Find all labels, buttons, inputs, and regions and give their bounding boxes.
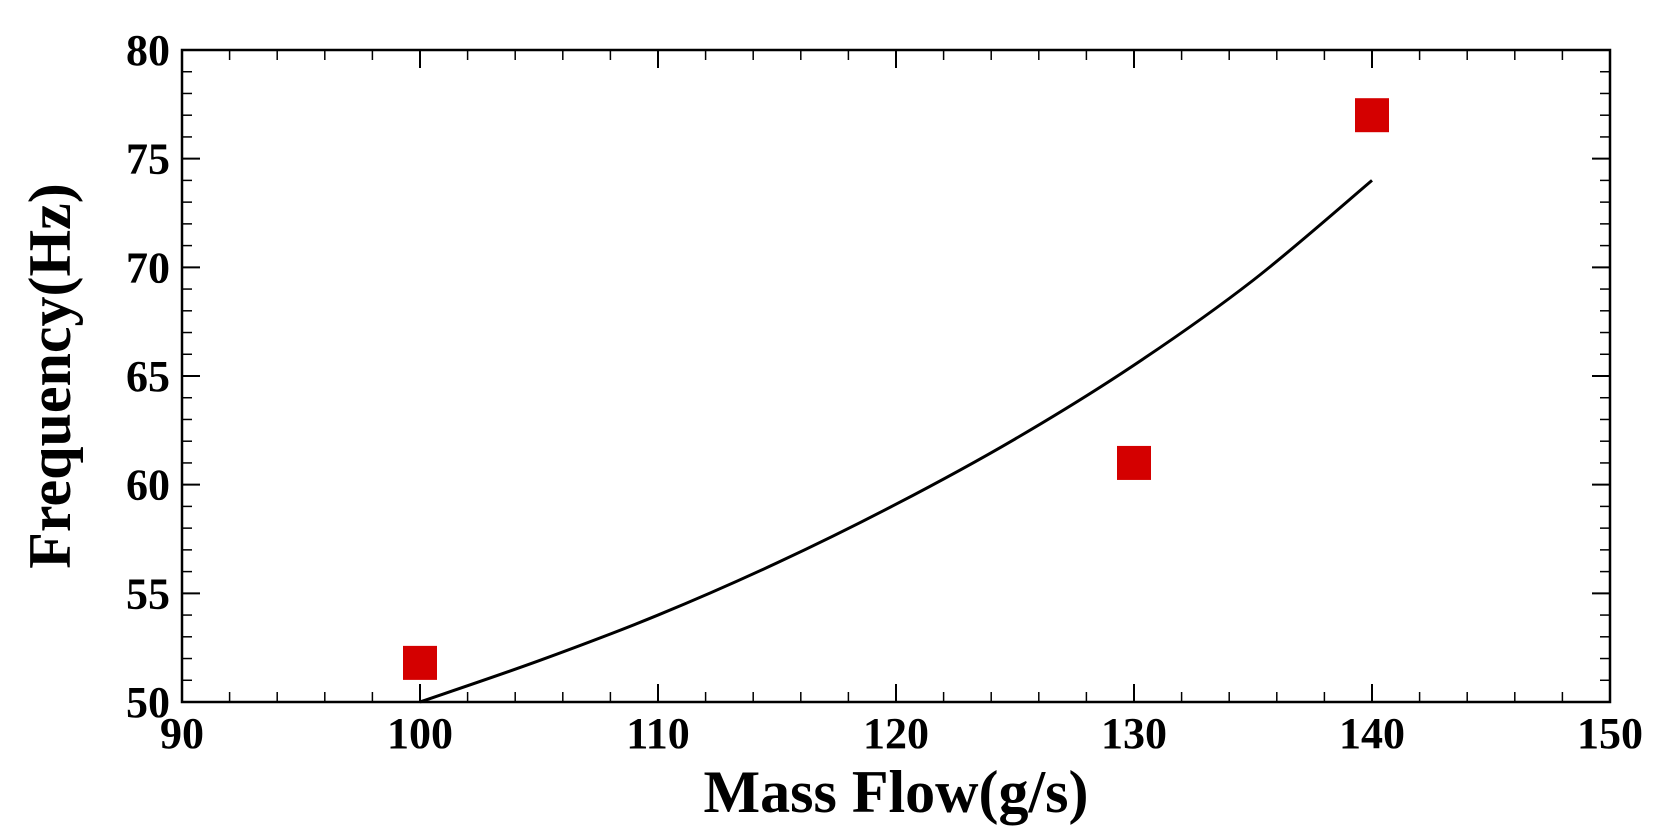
x-tick-label: 90 [160, 709, 204, 758]
x-tick-label: 150 [1577, 709, 1643, 758]
x-axis-title: Mass Flow(g/s) [704, 759, 1089, 825]
series-layer [403, 98, 1389, 704]
axis-ticks [181, 49, 1611, 703]
fit-curve-line [419, 179, 1373, 704]
plot-frame [180, 48, 1612, 704]
y-tick-label: 80 [126, 26, 170, 75]
y-tick-label: 75 [126, 135, 170, 184]
y-tick-label: 70 [126, 243, 170, 292]
x-tick-label: 100 [387, 709, 453, 758]
y-tick-label: 65 [126, 352, 170, 401]
axis-tick-labels: 90 100 110 120 130 140 150 50 55 60 65 70 75 80 [126, 26, 1643, 758]
x-tick-label: 120 [863, 709, 929, 758]
x-tick-label: 140 [1339, 709, 1405, 758]
data-point-square [1117, 445, 1151, 480]
y-tick-label: 55 [126, 569, 170, 618]
data-point-square [403, 645, 437, 680]
y-axis-title: Frequency(Hz) [17, 183, 83, 568]
data-point-square [1355, 98, 1389, 133]
y-tick-label: 60 [126, 461, 170, 510]
y-tick-label: 50 [126, 678, 170, 727]
x-tick-label: 130 [1101, 709, 1167, 758]
x-tick-label: 110 [626, 709, 690, 758]
